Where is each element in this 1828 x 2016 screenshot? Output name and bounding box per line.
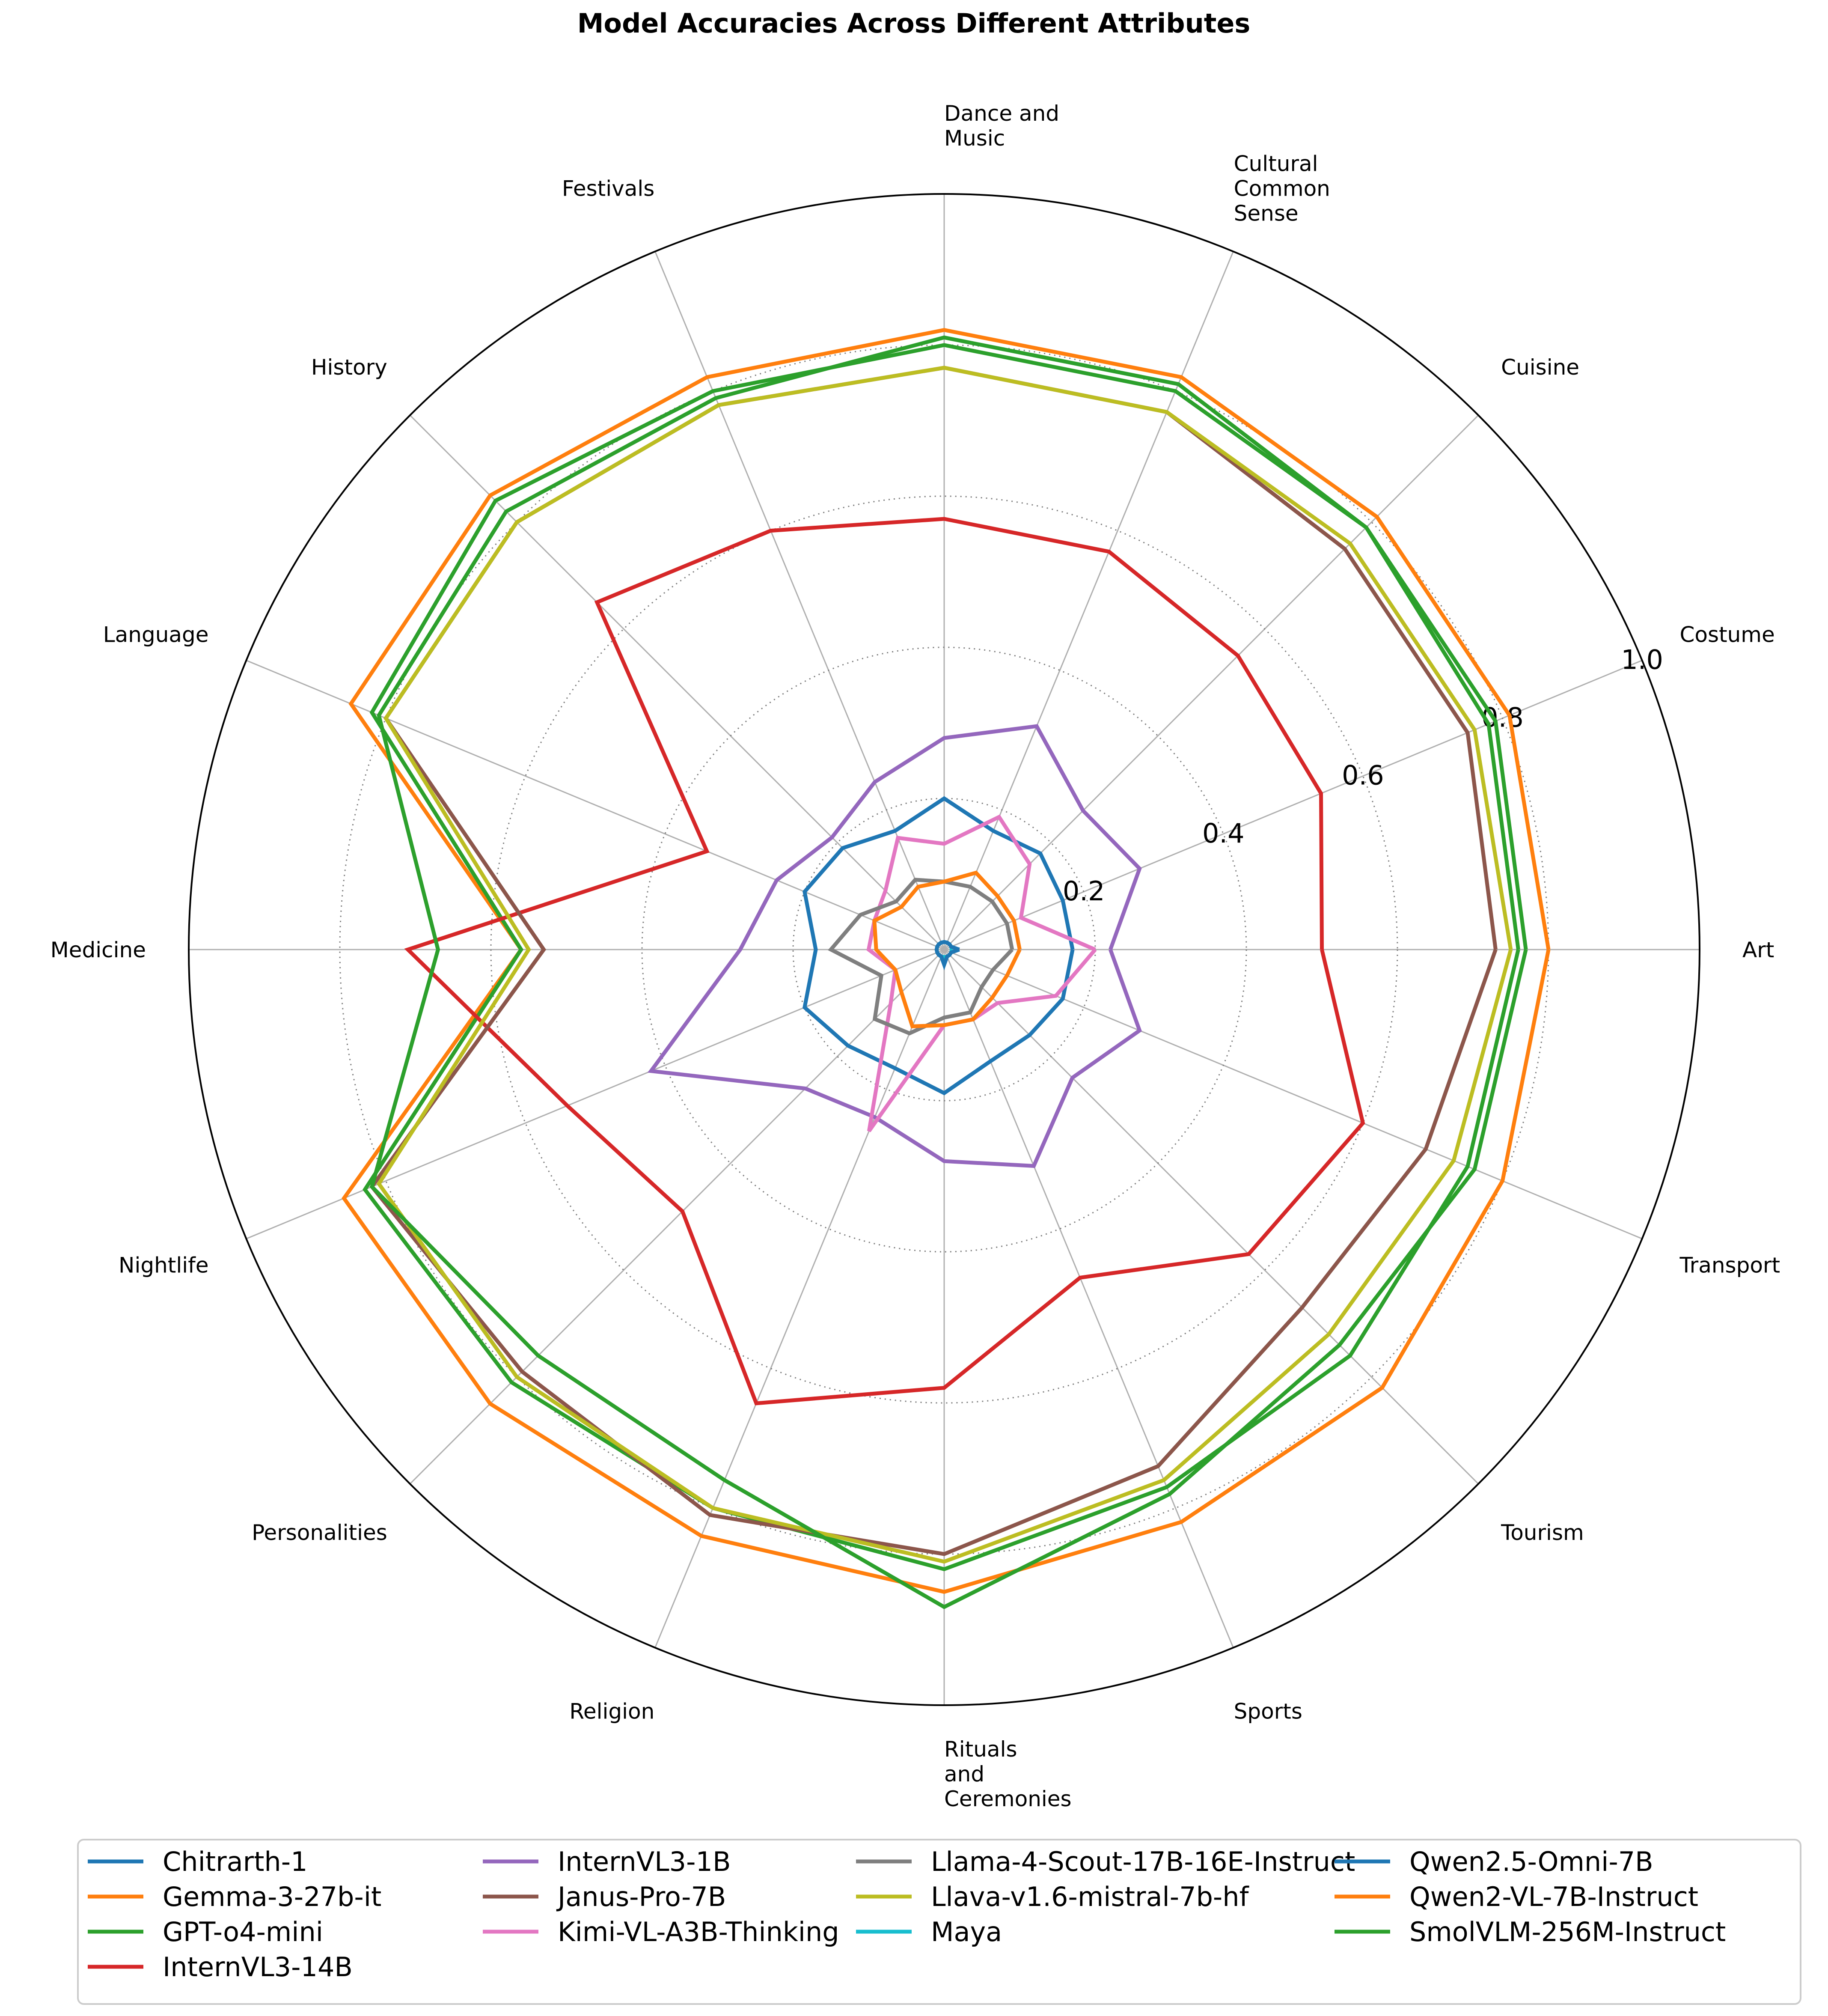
category-label-line: Transport	[1679, 1253, 1780, 1278]
radial-gridline	[943, 414, 1479, 950]
category-label-line: Sense	[1234, 201, 1299, 226]
category-label-line: Language	[103, 622, 209, 647]
radial-gridline	[943, 949, 1234, 1648]
category-label-line: Sports	[1234, 1699, 1302, 1724]
legend-item: Gemma-3-27b-it	[88, 1881, 381, 1912]
category-label: Cuisine	[1501, 355, 1579, 380]
radial-gridline	[409, 414, 945, 950]
radial-gridline	[409, 949, 945, 1485]
legend-box	[77, 1839, 1801, 2005]
category-label: Art	[1742, 938, 1774, 962]
radial-gridline	[654, 949, 945, 1648]
legend-label: Llava-v1.6-mistral-7b-hf	[931, 1881, 1250, 1912]
category-label-line: Ceremonies	[944, 1787, 1072, 1811]
radial-tick-label: 1.0	[1621, 644, 1663, 676]
chart-title: Model Accuracies Across Different Attrib…	[577, 8, 1251, 39]
category-label-line: Rituals	[944, 1737, 1017, 1762]
series-line	[647, 724, 1142, 1168]
category-label-line: Festivals	[562, 176, 655, 201]
legend-item: GPT-o4-mini	[88, 1916, 323, 1948]
radial-gridline	[944, 660, 1643, 950]
series-line	[872, 870, 1022, 1029]
series-line	[802, 796, 1075, 1096]
radial-gridline	[654, 251, 945, 950]
category-label-line: Dance and	[944, 101, 1059, 126]
radial-tick-label: 0.2	[1063, 875, 1105, 907]
category-label: Festivals	[562, 176, 655, 201]
series-line	[934, 940, 960, 971]
legend: Chitrarth-1Gemma-3-27b-itGPT-o4-miniInte…	[77, 1839, 1801, 2005]
legend-label: Maya	[931, 1916, 1002, 1948]
legend-label: Kimi-VL-A3B-Thinking	[558, 1916, 839, 1948]
category-label: Language	[103, 622, 209, 647]
radar-grid: 0.20.40.60.81.0	[188, 193, 1700, 1706]
legend-label: Janus-Pro-7B	[556, 1881, 726, 1912]
legend-label: GPT-o4-mini	[163, 1916, 323, 1948]
category-label-line: History	[311, 355, 387, 380]
legend-item: Qwen2.5-Omni-7B	[1335, 1846, 1653, 1877]
legend-label: InternVL3-14B	[163, 1951, 353, 1983]
category-label-line: Medicine	[51, 938, 146, 962]
legend-item: Qwen2-VL-7B-Instruct	[1335, 1881, 1698, 1912]
legend-label: Chitrarth-1	[163, 1846, 308, 1877]
legend-item: InternVL3-14B	[88, 1951, 353, 1983]
radial-gridline	[943, 949, 1479, 1485]
category-label: Sports	[1234, 1699, 1302, 1724]
radial-gridline	[246, 949, 945, 1239]
category-label: Tourism	[1501, 1520, 1584, 1545]
radial-tick-label: 0.4	[1202, 818, 1245, 849]
legend-item: Kimi-VL-A3B-Thinking	[483, 1916, 839, 1948]
series-line	[828, 878, 1014, 1036]
legend-item: Chitrarth-1	[88, 1846, 308, 1877]
category-label: Nightlife	[119, 1253, 208, 1278]
radial-tick-label: 0.6	[1342, 760, 1384, 791]
legend-label: Llama-4-Scout-17B-16E-Instruct	[931, 1846, 1355, 1877]
legend-label: Qwen2-VL-7B-Instruct	[1409, 1881, 1698, 1912]
category-label: Religion	[569, 1699, 654, 1724]
category-label: History	[311, 355, 387, 380]
category-label-line: Music	[944, 126, 1005, 151]
legend-label: SmolVLM-256M-Instruct	[1409, 1916, 1726, 1948]
category-label-line: Nightlife	[119, 1253, 208, 1278]
category-label: Medicine	[51, 938, 146, 962]
category-label-line: and	[944, 1762, 984, 1787]
radial-ring	[641, 646, 1247, 1253]
series-line	[376, 366, 1513, 1564]
category-label: Transport	[1679, 1253, 1780, 1278]
legend-item: Llava-v1.6-mistral-7b-hf	[856, 1881, 1250, 1912]
polar-frame	[188, 193, 1700, 1706]
category-label-line: Personalities	[252, 1520, 387, 1545]
legend-item: SmolVLM-256M-Instruct	[1335, 1916, 1726, 1948]
axis-labels: Art Transport Tourism Sports RitualsandCerem…	[51, 101, 1780, 1811]
category-label-line: Cultural	[1234, 152, 1318, 176]
category-label-line: Art	[1742, 938, 1774, 962]
category-label: Personalities	[252, 1520, 387, 1545]
radial-gridline	[944, 949, 1643, 1239]
category-label-line: Religion	[569, 1699, 654, 1724]
series-line	[866, 814, 1097, 1132]
category-label-line: Common	[1234, 176, 1330, 201]
legend-item: Maya	[856, 1916, 1002, 1948]
legend-label: InternVL3-1B	[558, 1846, 731, 1877]
legend-item: Llama-4-Scout-17B-16E-Instruct	[856, 1846, 1355, 1877]
series-line	[369, 335, 1528, 1609]
legend-label: Qwen2.5-Omni-7B	[1409, 1846, 1653, 1877]
series-line	[369, 366, 1498, 1556]
legend-label: Gemma-3-27b-it	[163, 1881, 381, 1912]
legend-item: Janus-Pro-7B	[483, 1881, 726, 1912]
legend-item: InternVL3-1B	[483, 1846, 731, 1877]
radial-gridline	[943, 251, 1234, 950]
radar-series	[342, 328, 1551, 1609]
category-label-line: Cuisine	[1501, 355, 1579, 380]
radial-ring	[490, 495, 1398, 1404]
series-line	[404, 517, 1365, 1406]
radial-gridline	[246, 660, 945, 950]
category-label: Costume	[1679, 622, 1774, 647]
category-label-line: Costume	[1679, 622, 1774, 647]
category-label-line: Tourism	[1501, 1520, 1584, 1545]
